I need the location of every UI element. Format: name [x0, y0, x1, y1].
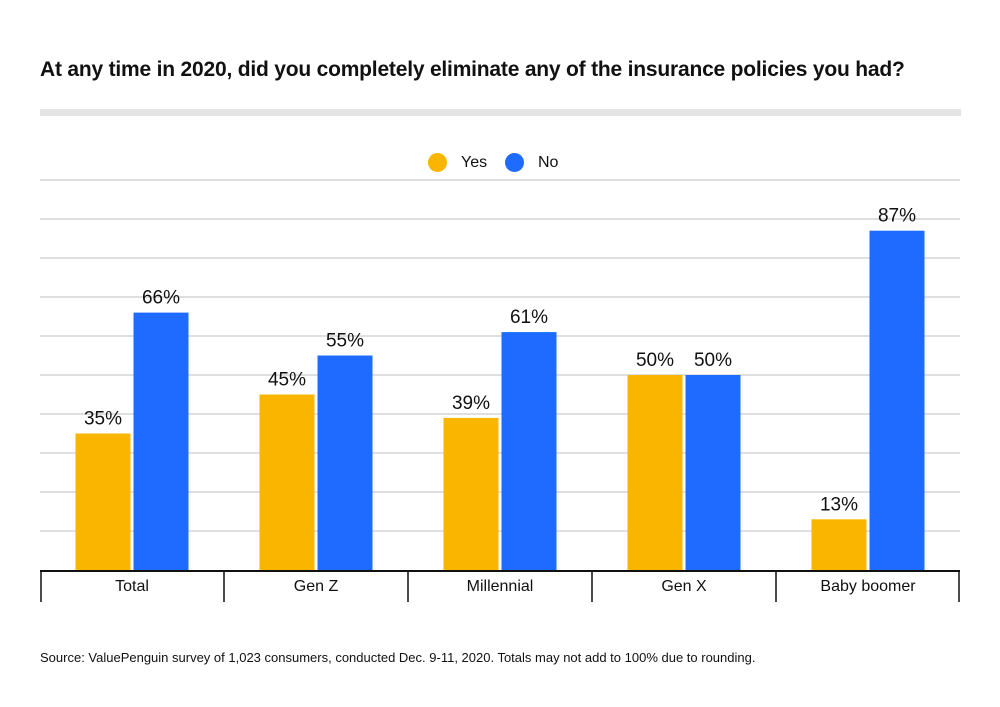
legend-label-no: No: [538, 153, 559, 171]
legend-swatch-no: [505, 153, 524, 172]
legend-label-yes: Yes: [461, 153, 488, 171]
bar-no-gen-z: [317, 355, 373, 570]
bar-no-gen-x: [685, 375, 741, 570]
category-label: Gen Z: [294, 578, 339, 595]
title-divider: [40, 109, 961, 116]
data-label-yes: 13%: [820, 494, 858, 515]
chart-title: At any time in 2020, did you completely …: [40, 58, 905, 81]
data-label-no: 50%: [694, 350, 732, 371]
legend-item-yes: Yes: [428, 153, 487, 172]
bar-yes-millennial: [443, 417, 499, 570]
bar-yes-total: [75, 433, 131, 570]
data-label-yes: 35%: [84, 409, 122, 430]
legend: Yes No: [0, 153, 1000, 177]
category-label: Gen X: [661, 578, 707, 595]
data-label-no: 87%: [878, 206, 916, 227]
data-label-no: 61%: [510, 307, 548, 328]
bar-yes-gen-z: [259, 394, 315, 570]
category-label: Total: [115, 578, 149, 595]
data-label-yes: 50%: [636, 350, 674, 371]
bar-yes-gen-x: [627, 375, 683, 570]
data-label-yes: 39%: [452, 393, 490, 414]
bar-yes-baby-boomer: [811, 519, 867, 570]
category-label: Millennial: [467, 578, 534, 595]
data-label-no: 55%: [326, 331, 364, 352]
bar-no-millennial: [501, 332, 557, 570]
legend-item-no: No: [505, 153, 558, 172]
category-label: Baby boomer: [820, 578, 916, 595]
source-note: Source: ValuePenguin survey of 1,023 con…: [40, 650, 756, 665]
bar-no-baby-boomer: [869, 230, 925, 570]
data-label-no: 66%: [142, 288, 180, 309]
bar-no-total: [133, 312, 189, 570]
data-label-yes: 45%: [268, 370, 306, 391]
legend-swatch-yes: [428, 153, 447, 172]
